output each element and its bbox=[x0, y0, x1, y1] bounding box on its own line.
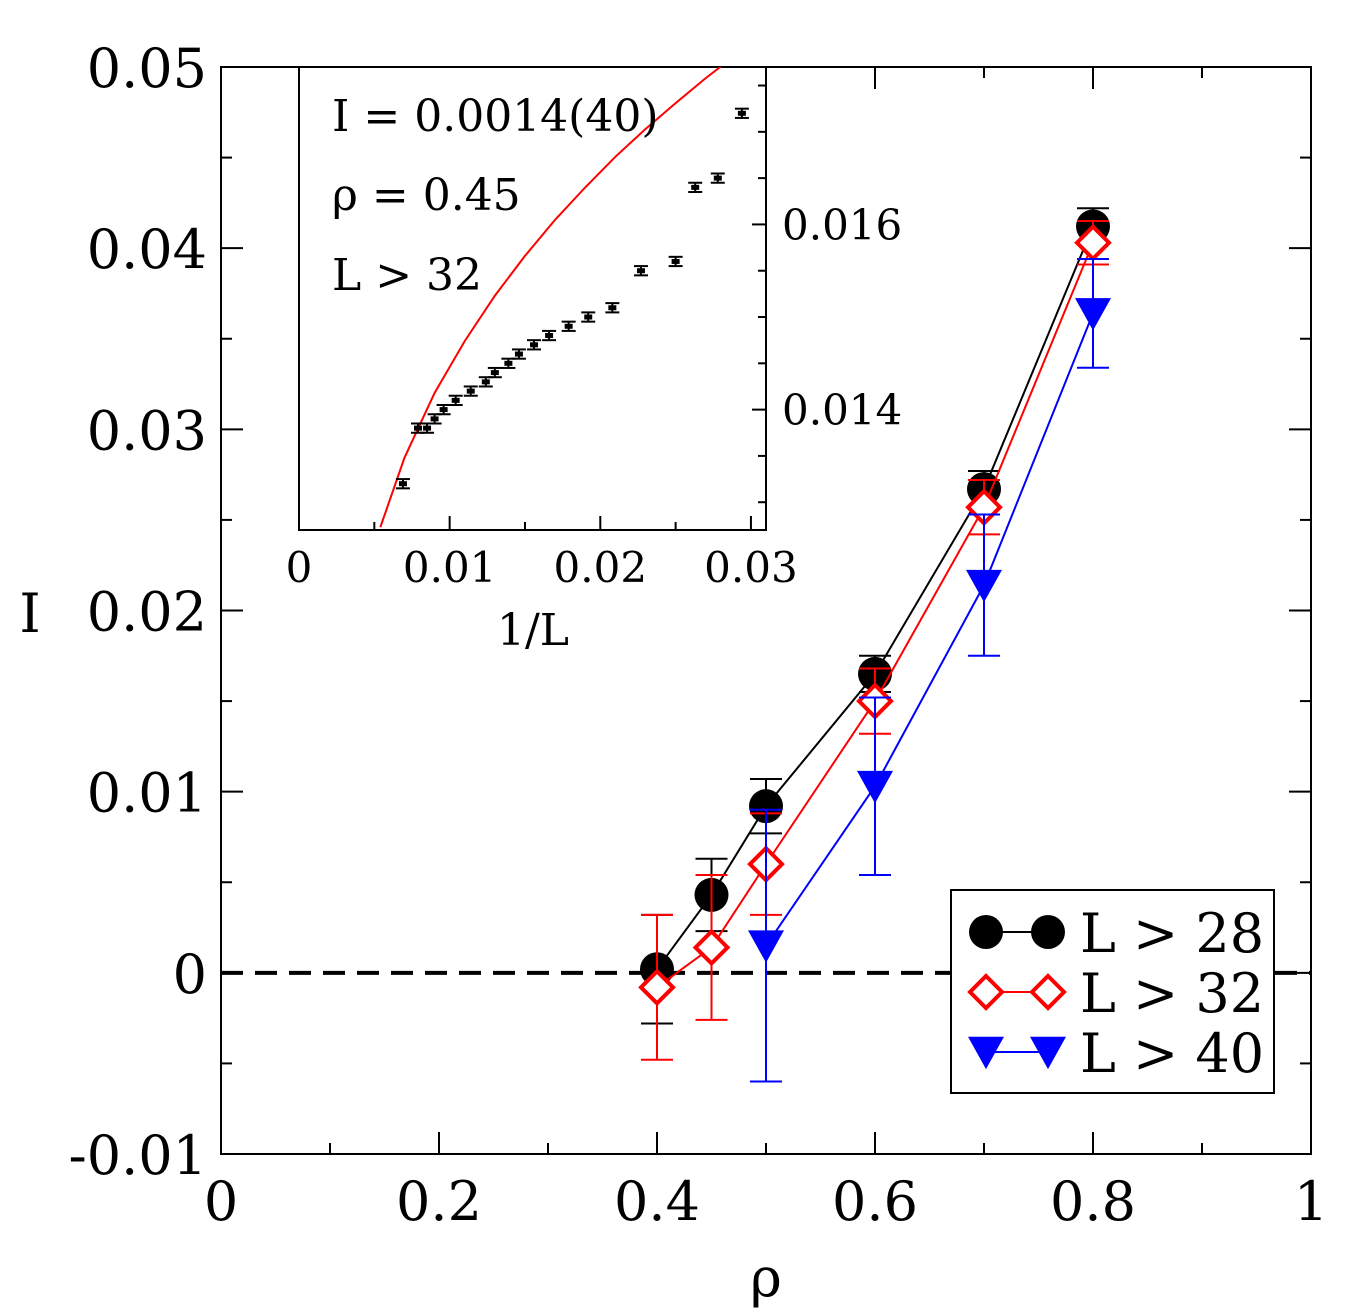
legend-marker bbox=[969, 915, 1003, 949]
inset-x-tick-label: 0 bbox=[286, 543, 313, 592]
series-1 bbox=[638, 219, 1112, 1061]
inset-x-tick-label: 0.01 bbox=[403, 543, 497, 592]
inset-data-point bbox=[514, 351, 523, 357]
legend-marker bbox=[968, 1036, 1004, 1070]
series-2 bbox=[748, 258, 1111, 1083]
x-tick-label: 1 bbox=[1294, 1170, 1328, 1233]
inset-frame bbox=[298, 66, 767, 531]
y-tick-label: 0.03 bbox=[87, 399, 207, 462]
y-tick-label: -0.01 bbox=[69, 1124, 207, 1187]
inset-data-point bbox=[504, 360, 513, 366]
inset-x-tick-label: 0.03 bbox=[704, 543, 798, 592]
inset-data-point bbox=[584, 314, 593, 320]
inset-x-tick-label: 0.02 bbox=[554, 543, 648, 592]
inset-data-point bbox=[451, 397, 460, 403]
y-tick-label: 0.01 bbox=[87, 762, 207, 825]
inset-data-point bbox=[671, 258, 680, 264]
legend-label: L > 40 bbox=[1080, 1022, 1264, 1085]
inset-data-point bbox=[414, 425, 423, 431]
y-tick-label: 0.04 bbox=[87, 218, 207, 281]
inset-data-point bbox=[423, 425, 432, 431]
inset-annotation-size-cut: L > 32 bbox=[332, 250, 482, 301]
legend-label: L > 28 bbox=[1080, 902, 1264, 965]
data-point bbox=[638, 968, 676, 1007]
legend-marker bbox=[1030, 1036, 1066, 1070]
inset-series-group bbox=[379, 67, 749, 528]
y-axis-label: I bbox=[19, 582, 40, 645]
inset-axis-ticks: 0 0.01 0.02 0.03 0.014 0.016 bbox=[286, 84, 902, 592]
inset-data-point bbox=[430, 416, 439, 422]
y-tick-label: 0.02 bbox=[87, 581, 207, 644]
legend-label: L > 32 bbox=[1080, 962, 1264, 1025]
data-point bbox=[1075, 298, 1111, 331]
inset-data-point bbox=[713, 175, 722, 181]
inset-data-point bbox=[439, 407, 448, 413]
data-point bbox=[692, 928, 731, 967]
x-tick-label: 0.8 bbox=[1050, 1170, 1136, 1233]
inset-data-point bbox=[564, 323, 573, 329]
inset-x-axis-label: 1/L bbox=[497, 605, 569, 656]
inset-data-point bbox=[737, 110, 746, 116]
legend-marker bbox=[1031, 915, 1065, 949]
data-point bbox=[749, 789, 783, 824]
series-line bbox=[765, 313, 1094, 947]
inset-y-tick-label: 0.016 bbox=[782, 200, 902, 249]
y-tick-label: 0 bbox=[173, 943, 207, 1006]
inset-data-point bbox=[608, 305, 617, 311]
data-point bbox=[857, 770, 893, 804]
inset-data-point bbox=[466, 388, 475, 394]
x-tick-label: 0 bbox=[204, 1170, 238, 1233]
inset-data-point bbox=[636, 268, 645, 274]
inset-annotation-density: ρ = 0.45 bbox=[332, 170, 521, 221]
main-series-group bbox=[638, 207, 1112, 1083]
inset-data-point bbox=[398, 481, 407, 487]
x-tick-label: 0.4 bbox=[614, 1170, 700, 1233]
inset-data-point bbox=[691, 184, 700, 190]
inset-y-tick-label: 0.014 bbox=[782, 386, 902, 435]
data-point bbox=[966, 569, 1002, 603]
legend-marker bbox=[1029, 973, 1067, 1011]
inset-data-point bbox=[490, 370, 499, 376]
legend-marker bbox=[967, 973, 1005, 1011]
inset-fit-curve bbox=[379, 67, 722, 528]
x-axis-label: ρ bbox=[750, 1246, 782, 1309]
inset-data-point bbox=[530, 342, 539, 348]
inset-data-point bbox=[545, 333, 554, 339]
x-tick-label: 0.2 bbox=[396, 1170, 482, 1233]
data-point bbox=[748, 930, 784, 963]
inset-annotation-fit-value: I = 0.0014(40) bbox=[332, 91, 659, 142]
x-tick-label: 0.6 bbox=[832, 1170, 918, 1233]
legend-items: L > 28L > 32L > 40 bbox=[967, 902, 1264, 1085]
y-tick-label: 0.05 bbox=[87, 37, 207, 100]
inset-data-point bbox=[481, 379, 490, 385]
